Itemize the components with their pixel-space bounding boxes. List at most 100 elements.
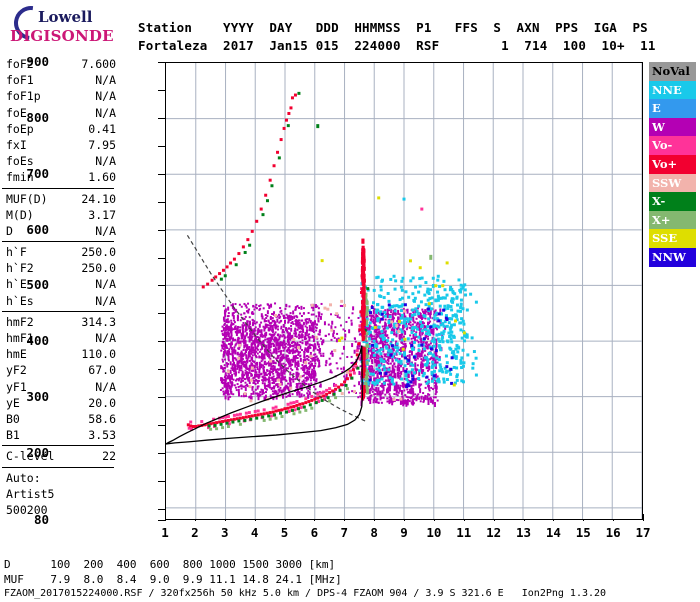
param-row-B0: B0 58.6 <box>0 411 126 427</box>
ionogram-plot[interactable] <box>165 62 643 520</box>
param-row-fxI: fxI 7.95 <box>0 137 126 153</box>
x-axis-label: 16 <box>605 525 621 540</box>
legend-item-label: Vo+ <box>652 156 678 171</box>
x-axis-label: 9 <box>400 525 408 540</box>
param-value: N/A <box>95 331 116 345</box>
legend-item-w[interactable]: W <box>649 117 696 137</box>
param-value: 1.60 <box>88 170 116 185</box>
param-row-yF2: yF2 67.0 <box>0 362 126 378</box>
legend-item-label: W <box>652 119 665 134</box>
direction-color-legend[interactable]: NoVal NNE E W Vo- Vo+ SSW X- X+ SSE NNW <box>649 62 696 267</box>
param-key: h`F <box>6 245 27 260</box>
param-key: h`F2 <box>6 261 34 276</box>
legend-item-nnw[interactable]: NNW <box>649 247 696 267</box>
param-key: MUF(D) <box>6 191 48 206</box>
x-axis-label: 6 <box>310 525 319 540</box>
y-tick <box>158 62 165 63</box>
legend-item-label: E <box>652 101 661 116</box>
legend-item-nne[interactable]: NNE <box>649 80 696 100</box>
param-key: foEs <box>6 154 34 169</box>
station-header-line-1: Station YYYY DAY DDD HHMMSS P1 FFS S AXN… <box>138 20 648 35</box>
param-row-foE: foE N/A <box>0 105 126 121</box>
param-key: h`E <box>6 277 27 292</box>
y-axis-label: 600 <box>26 221 49 237</box>
x-axis-label: 14 <box>545 525 561 540</box>
y-tick <box>158 480 165 482</box>
y-tick <box>158 285 165 287</box>
param-row-yF1: yF1 N/A <box>0 379 126 395</box>
param-key: fmin <box>6 170 34 185</box>
param-row-hmF1: hmF1 N/A <box>0 330 126 346</box>
param-row-foF2: foF2 7.600 <box>0 56 126 72</box>
param-key: B1 <box>6 428 20 443</box>
param-key: foEp <box>6 121 34 136</box>
x-axis-label: 15 <box>575 525 591 540</box>
y-tick <box>158 145 165 147</box>
param-row-D: D N/A <box>0 223 126 239</box>
param-value: N/A <box>95 277 116 292</box>
param-key: M(D) <box>6 207 34 222</box>
legend-item-x[interactable]: X+ <box>649 210 696 230</box>
ionospheric-parameters-panel: foF2 7.600 foF1 N/A foF1p N/A foE N/A foEp 0.41 fx… <box>0 56 126 518</box>
y-tick <box>158 425 165 426</box>
param-value: N/A <box>95 223 116 238</box>
legend-item-vo[interactable]: Vo+ <box>649 154 696 174</box>
param-key: fxI <box>6 137 27 152</box>
y-tick <box>158 341 165 343</box>
digisonde-logo: Lowell DIGISONDE <box>6 0 126 50</box>
param-value: N/A <box>95 154 116 169</box>
param-row-B1: B1 3.53 <box>0 427 126 443</box>
legend-item-label: NoVal <box>652 64 690 78</box>
y-axis-label: 700 <box>26 165 49 181</box>
x-axis-label: 5 <box>280 525 289 540</box>
param-value: 314.3 <box>81 314 116 329</box>
auto-scaler-line-0: Auto: <box>6 470 41 485</box>
x-axis-label: 17 <box>635 525 651 540</box>
param-row-foEs: foEs N/A <box>0 153 126 169</box>
x-axis-label: 10 <box>426 525 442 540</box>
param-key: foF1p <box>6 89 41 104</box>
param-key: foF1 <box>6 73 34 88</box>
param-group-divider <box>2 241 114 243</box>
legend-item-label: NNW <box>652 249 686 264</box>
station-header-line-2: Fortaleza 2017 Jan15 015 224000 RSF 1 71… <box>138 38 656 53</box>
param-key: hmF1 <box>6 331 34 345</box>
param-row-Clevel: C-level 22 <box>0 448 126 464</box>
y-tick <box>158 117 165 119</box>
param-value: 7.600 <box>81 57 116 71</box>
param-row-hEs: h`Es N/A <box>0 293 126 309</box>
x-axis-label: 12 <box>486 525 502 540</box>
legend-item-x[interactable]: X- <box>649 192 696 211</box>
legend-item-label: Vo- <box>652 138 673 153</box>
param-value: 110.0 <box>81 347 116 362</box>
legend-item-label: NNE <box>652 82 682 97</box>
logo-line-1: Lowell <box>38 8 93 26</box>
plot-gridlines <box>166 63 642 519</box>
param-group-divider <box>2 187 114 189</box>
x-axis-label: 3 <box>221 525 229 540</box>
param-row-foF1: foF1 N/A <box>0 72 126 88</box>
param-value: 22 <box>102 449 116 464</box>
param-value: N/A <box>95 89 116 104</box>
param-value: 0.41 <box>88 121 116 136</box>
legend-item-noval[interactable]: NoVal <box>649 62 696 81</box>
param-row-fmin: fmin 1.60 <box>0 169 126 185</box>
legend-item-sse[interactable]: SSE <box>649 229 696 248</box>
param-row-hF2: h`F2 250.0 <box>0 260 126 276</box>
param-key: yE <box>6 395 20 410</box>
footer-filename-row: FZAOM_2017015224000.RSF / 320fx256h 50 k… <box>4 588 607 599</box>
param-key: foE <box>6 105 27 120</box>
legend-item-label: X- <box>652 194 666 209</box>
y-axis-label: 400 <box>26 333 49 349</box>
y-tick <box>158 453 165 454</box>
footer-info: D 100 200 400 600 800 1000 1500 3000 [km… <box>0 558 700 602</box>
legend-item-e[interactable]: E <box>649 99 696 118</box>
legend-item-ssw[interactable]: SSW <box>649 173 696 193</box>
x-axis-label: 1 <box>161 525 169 540</box>
param-row-MUFD: MUF(D) 24.10 <box>0 191 126 207</box>
param-key: yF1 <box>6 379 27 394</box>
footer-distance-row: D 100 200 400 600 800 1000 1500 3000 [km… <box>4 558 336 571</box>
legend-item-vo[interactable]: Vo- <box>649 136 696 155</box>
y-axis-label: 200 <box>26 445 49 460</box>
x-tick <box>643 514 644 521</box>
